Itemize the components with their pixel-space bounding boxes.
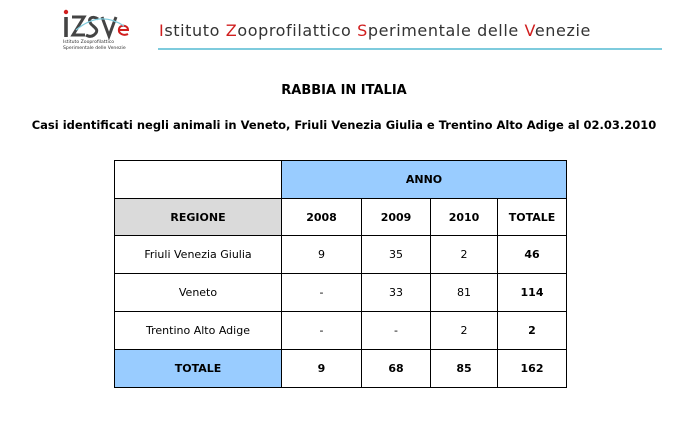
institute-name-part: ooprofilattico	[237, 21, 358, 40]
table-row: Veneto - 33 81 114	[114, 273, 567, 312]
total-cell-2008: 9	[281, 349, 362, 388]
rabies-cases-table: ANNO REGIONE 2008 2009 2010 TOTALE Friul…	[114, 160, 567, 388]
institute-name-part: stituto	[164, 21, 226, 40]
grand-total-cell: 162	[497, 349, 567, 388]
table-corner-cell	[114, 160, 282, 199]
institute-name-part: enezie	[534, 21, 591, 40]
table-row: Friuli Venezia Giulia 9 35 2 46	[114, 235, 567, 274]
region-cell: Friuli Venezia Giulia	[114, 235, 282, 274]
page-title: RABBIA IN ITALIA	[281, 83, 407, 98]
institute-name: Istituto Zooprofilattico Sperimentale de…	[159, 21, 591, 40]
column-header-2008: 2008	[281, 198, 362, 236]
column-header-totale: TOTALE	[497, 198, 567, 236]
column-header-regione: REGIONE	[114, 198, 282, 236]
value-cell-2009: 33	[361, 273, 431, 312]
logo-line-1: Istituto Zooprofilattico	[63, 40, 115, 45]
table-totals-row: TOTALE 9 68 85 162	[114, 349, 567, 388]
region-cell: Trentino Alto Adige	[114, 311, 282, 350]
value-cell-total: 46	[497, 235, 567, 274]
column-header-2009: 2009	[361, 198, 431, 236]
value-cell-total: 2	[497, 311, 567, 350]
region-cell: Veneto	[114, 273, 282, 312]
column-header-2010: 2010	[430, 198, 498, 236]
table-row: Trentino Alto Adige - - 2 2	[114, 311, 567, 350]
value-cell-2010: 2	[430, 235, 498, 274]
value-cell-2008: -	[281, 311, 362, 350]
total-cell-2010: 85	[430, 349, 498, 388]
totals-label: TOTALE	[114, 349, 282, 388]
page-subtitle: Casi identificati negli animali in Venet…	[31, 118, 657, 132]
izsve-logo-mark	[63, 9, 130, 40]
value-cell-2008: -	[281, 273, 362, 312]
institute-name-initial: Z	[225, 21, 238, 40]
table-header-row: REGIONE 2008 2009 2010 TOTALE	[114, 198, 567, 236]
anno-header: ANNO	[281, 160, 567, 199]
total-cell-2009: 68	[361, 349, 431, 388]
table-group-header-row: ANNO	[114, 160, 567, 199]
value-cell-2010: 2	[430, 311, 498, 350]
institute-name-initial: V	[524, 21, 535, 40]
institute-name-part: perimentale delle	[367, 21, 525, 40]
value-cell-total: 114	[497, 273, 567, 312]
institute-name-initial: I	[159, 21, 165, 40]
institute-name-initial: S	[357, 21, 368, 40]
value-cell-2009: -	[361, 311, 431, 350]
logo-line-2: Sperimentale delle Venezie	[63, 46, 126, 51]
value-cell-2008: 9	[281, 235, 362, 274]
value-cell-2009: 35	[361, 235, 431, 274]
value-cell-2010: 81	[430, 273, 498, 312]
header-divider	[158, 48, 662, 50]
izsve-logo: Istituto Zooprofilattico Sperimentale de…	[62, 8, 132, 51]
